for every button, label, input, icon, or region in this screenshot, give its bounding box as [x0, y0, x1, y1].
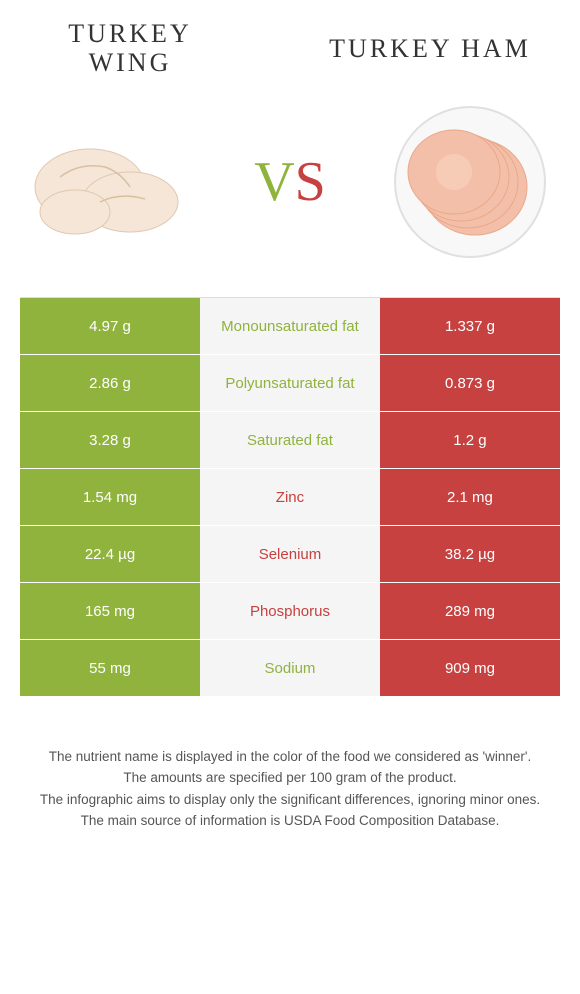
nutrient-table: 4.97 gMonounsaturated fat1.337 g2.86 gPo…: [20, 297, 560, 697]
table-row: 1.54 mgZinc2.1 mg: [20, 469, 560, 526]
nutrient-name: Saturated fat: [200, 412, 380, 468]
footnote-line: The amounts are specified per 100 gram o…: [20, 768, 560, 788]
value-right: 289 mg: [380, 583, 560, 639]
nutrient-name: Sodium: [200, 640, 380, 696]
table-row: 3.28 gSaturated fat1.2 g: [20, 412, 560, 469]
header: TURKEY WING TURKEY HAM: [0, 0, 580, 87]
footnotes: The nutrient name is displayed in the co…: [20, 747, 560, 831]
table-row: 55 mgSodium909 mg: [20, 640, 560, 697]
title-left: TURKEY WING: [40, 20, 220, 77]
value-left: 22.4 µg: [20, 526, 200, 582]
value-right: 1.337 g: [380, 298, 560, 354]
value-left: 2.86 g: [20, 355, 200, 411]
value-left: 1.54 mg: [20, 469, 200, 525]
value-left: 3.28 g: [20, 412, 200, 468]
value-left: 165 mg: [20, 583, 200, 639]
value-right: 1.2 g: [380, 412, 560, 468]
nutrient-name: Zinc: [200, 469, 380, 525]
nutrient-name: Selenium: [200, 526, 380, 582]
table-row: 165 mgPhosphorus289 mg: [20, 583, 560, 640]
footnote-line: The main source of information is USDA F…: [20, 811, 560, 831]
images-row: VS: [0, 87, 580, 297]
nutrient-name: Polyunsaturated fat: [200, 355, 380, 411]
title-left-line1: TURKEY: [40, 20, 220, 49]
table-row: 4.97 gMonounsaturated fat1.337 g: [20, 298, 560, 355]
footnote-line: The infographic aims to display only the…: [20, 790, 560, 810]
value-left: 55 mg: [20, 640, 200, 696]
nutrient-name: Monounsaturated fat: [200, 298, 380, 354]
vs-label: VS: [254, 150, 326, 214]
footnote-line: The nutrient name is displayed in the co…: [20, 747, 560, 767]
value-right: 909 mg: [380, 640, 560, 696]
title-left-line2: WING: [40, 49, 220, 78]
title-right: TURKEY HAM: [320, 34, 540, 64]
nutrient-name: Phosphorus: [200, 583, 380, 639]
value-left: 4.97 g: [20, 298, 200, 354]
vs-s: S: [295, 151, 326, 213]
vs-v: V: [254, 151, 294, 213]
value-right: 0.873 g: [380, 355, 560, 411]
value-right: 38.2 µg: [380, 526, 560, 582]
value-right: 2.1 mg: [380, 469, 560, 525]
turkey-ham-image: [380, 102, 560, 262]
turkey-wing-image: [20, 102, 200, 262]
table-row: 22.4 µgSelenium38.2 µg: [20, 526, 560, 583]
table-row: 2.86 gPolyunsaturated fat0.873 g: [20, 355, 560, 412]
